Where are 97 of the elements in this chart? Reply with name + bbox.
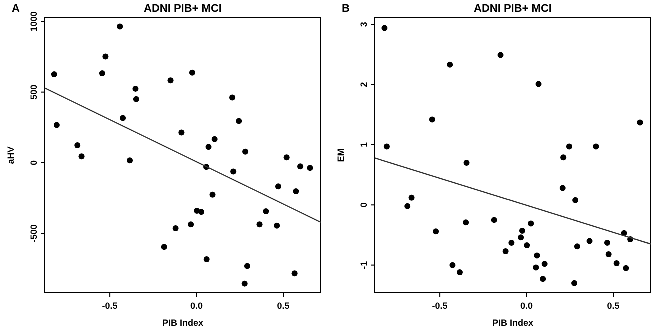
point	[498, 52, 504, 58]
point	[524, 242, 530, 248]
point	[206, 144, 212, 150]
point	[457, 270, 464, 276]
y-tick-label: -500	[29, 224, 39, 243]
point	[463, 220, 470, 226]
point	[230, 94, 236, 101]
y-tick-label: 2	[359, 82, 369, 88]
point	[384, 144, 390, 150]
point	[508, 240, 515, 246]
point	[572, 197, 579, 204]
point	[447, 62, 454, 68]
point	[528, 220, 534, 227]
point	[198, 209, 204, 216]
point	[604, 240, 610, 246]
point	[54, 122, 60, 128]
point	[404, 203, 411, 210]
point	[534, 252, 540, 259]
point	[560, 185, 566, 192]
point	[536, 81, 542, 88]
point	[230, 168, 237, 175]
point	[614, 260, 620, 267]
point	[307, 165, 314, 172]
point	[78, 154, 85, 160]
point	[102, 54, 109, 60]
text: A	[12, 3, 20, 15]
point	[502, 248, 509, 254]
point	[518, 234, 524, 241]
y-tick-label: 1	[359, 142, 369, 148]
point	[120, 115, 126, 122]
point	[117, 24, 124, 30]
x-axis-title: PIB Index	[492, 318, 534, 328]
point	[168, 78, 174, 84]
point	[433, 228, 440, 235]
text: B	[342, 3, 350, 15]
x-tick-label: -0.5	[432, 301, 448, 311]
point	[519, 228, 526, 234]
y-tick-label: 0	[29, 160, 39, 166]
point	[256, 222, 263, 228]
x-tick-label: 0.0	[190, 301, 204, 311]
point	[132, 86, 139, 92]
chart-title: ADNI PIB+ MCI	[144, 3, 222, 15]
y-tick-label: -1	[359, 261, 369, 270]
point	[593, 144, 600, 150]
point	[172, 226, 179, 232]
point	[623, 265, 630, 272]
y-tick-label: 1000	[29, 12, 39, 32]
point	[263, 208, 270, 214]
point	[540, 276, 546, 282]
point	[533, 264, 540, 271]
point	[298, 164, 304, 170]
x-tick-label: 0.5	[277, 301, 290, 311]
point	[244, 263, 250, 270]
point	[284, 154, 290, 161]
point	[293, 188, 300, 195]
point	[560, 154, 567, 161]
point	[242, 280, 248, 287]
point	[292, 270, 298, 277]
point	[382, 25, 388, 32]
point	[161, 244, 168, 250]
x-tick-label: 0.5	[607, 301, 620, 311]
x-axis-title: PIB Index	[162, 318, 204, 328]
point	[464, 160, 470, 166]
point	[637, 120, 644, 126]
x-tick-label: -0.5	[102, 301, 118, 311]
chart-title: ADNI PIB+ MCI	[474, 3, 552, 15]
point	[178, 130, 185, 136]
point	[566, 144, 572, 150]
point	[574, 244, 580, 250]
point	[204, 256, 210, 263]
point	[212, 136, 218, 142]
y-tick-label: 500	[29, 84, 39, 100]
point	[242, 148, 249, 155]
point	[274, 222, 280, 229]
point	[189, 70, 196, 76]
point	[429, 116, 436, 123]
point	[133, 96, 140, 102]
point	[276, 184, 282, 190]
point	[408, 194, 415, 201]
point	[450, 262, 456, 268]
y-axis-title: aHV	[6, 146, 16, 164]
point	[571, 280, 578, 286]
point	[491, 217, 498, 224]
y-tick-label: 0	[359, 202, 369, 208]
point	[210, 192, 216, 198]
y-axis-title: EM	[336, 148, 346, 162]
point	[586, 238, 593, 244]
x-tick-label: 0.0	[520, 301, 534, 311]
point	[127, 158, 134, 164]
point	[606, 251, 612, 258]
y-tick-label: 3	[359, 22, 369, 28]
point	[99, 70, 106, 77]
point	[51, 72, 58, 78]
point	[74, 142, 81, 148]
point	[236, 118, 242, 124]
point	[542, 261, 548, 268]
point	[188, 222, 194, 228]
